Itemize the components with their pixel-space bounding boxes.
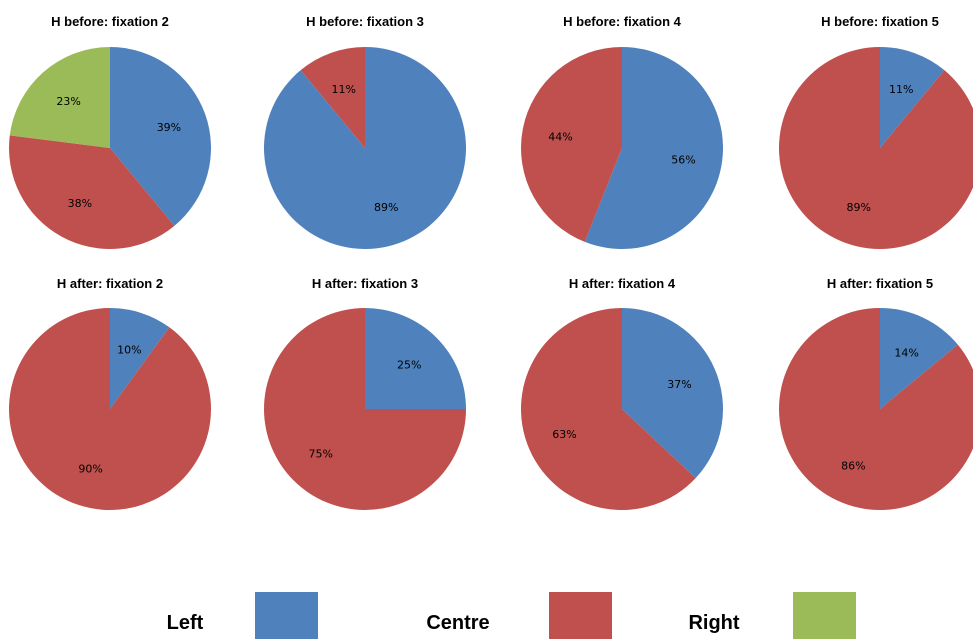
slice-label-centre: 44% <box>548 130 572 143</box>
pie-slice-centre <box>8 135 175 249</box>
legend-item-right: Right <box>688 592 856 639</box>
slice-label-left: 10% <box>117 343 141 356</box>
pie-slice-right <box>9 47 110 148</box>
chart-title: H after: fixation 2 <box>57 276 163 291</box>
slice-label-centre: 75% <box>308 447 332 460</box>
legend-swatch <box>255 592 318 639</box>
legend: Left Centre Right <box>167 592 856 639</box>
pie-slice-left <box>622 308 723 479</box>
slice-label-centre: 63% <box>552 428 576 441</box>
legend-label: Right <box>688 612 739 634</box>
legend-swatch <box>549 592 612 639</box>
slice-label-centre: 89% <box>847 201 871 214</box>
chart-title: H before: fixation 4 <box>563 14 682 29</box>
pie-slice-left <box>110 308 170 409</box>
pie-slice-centre <box>520 308 696 511</box>
slice-label-right: 23% <box>56 95 80 108</box>
pie-slice-centre <box>9 308 212 511</box>
legend-label: Left <box>167 612 204 634</box>
legend-item-left: Left <box>167 592 318 639</box>
legend-item-centre: Centre <box>426 592 612 639</box>
legend-label: Centre <box>426 612 489 634</box>
pie-slice-centre <box>300 47 365 148</box>
pie-chart-6: H after: fixation 3 25% 75% <box>264 276 466 510</box>
pie-slice-left <box>880 47 945 148</box>
pie-slice-left <box>365 308 466 409</box>
slice-label-left: 11% <box>889 83 913 96</box>
slice-label-centre: 86% <box>841 460 865 473</box>
slice-label-left: 39% <box>157 121 181 134</box>
pie-chart-5: H after: fixation 2 10% 90% <box>9 276 212 511</box>
pie-slice-centre <box>520 47 622 242</box>
pie-chart-4: H before: fixation 5 11% 89% <box>779 14 973 249</box>
pie-slice-centre <box>779 308 973 510</box>
chart-title: H before: fixation 5 <box>821 14 939 29</box>
pie-chart-8: H after: fixation 5 14% 86% <box>779 276 973 510</box>
slice-label-left: 25% <box>397 359 421 372</box>
pie-slice-left <box>880 308 958 409</box>
slice-label-centre: 90% <box>78 463 102 476</box>
chart-title: H after: fixation 5 <box>827 276 933 291</box>
slice-label-left: 14% <box>894 346 918 359</box>
slice-label-centre: 38% <box>68 197 92 210</box>
pie-chart-3: H before: fixation 4 56% 44% <box>520 14 723 250</box>
slice-label-left: 56% <box>671 154 695 167</box>
slice-label-left: 89% <box>374 201 398 214</box>
legend-swatch <box>793 592 856 639</box>
pie-chart-1: H before: fixation 2 39% 38% 23% <box>8 14 211 249</box>
pie-chart-2: H before: fixation 3 89% 11% <box>264 14 467 249</box>
chart-title: H after: fixation 3 <box>312 276 418 291</box>
slice-label-left: 37% <box>667 378 691 391</box>
pie-slice-centre <box>264 308 466 510</box>
chart-title: H before: fixation 2 <box>51 14 169 29</box>
pie-slice-left <box>110 47 211 226</box>
pie-slice-centre <box>779 47 973 249</box>
pie-slice-left <box>584 47 723 250</box>
chart-title: H after: fixation 4 <box>569 276 676 291</box>
chart-title: H before: fixation 3 <box>306 14 424 29</box>
slice-label-centre: 11% <box>332 83 356 96</box>
pie-chart-7: H after: fixation 4 37% 63% <box>520 276 723 511</box>
charts-group: H before: fixation 239%38%23%H before: f… <box>8 14 973 511</box>
